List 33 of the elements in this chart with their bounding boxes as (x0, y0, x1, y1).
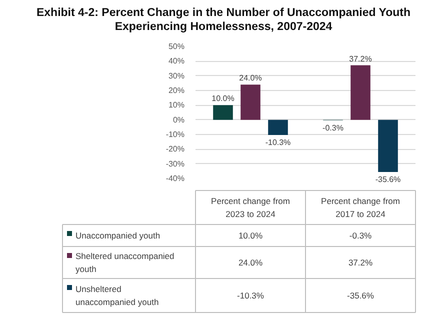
y-tick-label: 10% (168, 100, 185, 110)
legend-label: Unaccompanied youth (76, 230, 160, 240)
y-tick-label: 20% (168, 86, 185, 95)
y-tick-label: -20% (166, 144, 185, 154)
bar (378, 120, 398, 172)
y-tick-label: 0% (172, 115, 184, 124)
chart-title: Exhibit 4-2: Percent Change in the Number of Unaccompanied Youth Experiencing Homelessness, 2007-2024 (35, 6, 412, 35)
y-tick-label: 40% (168, 56, 185, 66)
legend-label: Sheltered unaccompanied youth (76, 251, 175, 274)
data-label: -35.6% (347, 290, 374, 300)
text: 10.0% (212, 94, 234, 104)
data-label: 24.0% (238, 258, 263, 268)
data-label: -10.3% (237, 290, 264, 300)
y-tick-label: 50% (168, 42, 185, 51)
text: -35.6% (375, 175, 401, 184)
bar (240, 84, 260, 120)
text: -10.3% (265, 138, 291, 147)
data-label: -0.3% (349, 230, 372, 240)
y-tick-label: 30% (168, 71, 185, 80)
y-tick-label: -10% (166, 130, 185, 139)
text: 37.2% (349, 54, 372, 64)
bar (268, 120, 288, 135)
y-tick-label: -40% (166, 174, 185, 183)
legend-label: Unsheltered unaccompanied youth (76, 284, 159, 307)
data-label: 37.2% (348, 258, 373, 268)
bar (350, 65, 370, 120)
text: -0.3% (322, 123, 344, 132)
bar (213, 105, 233, 120)
x-tick-label: Percent change from 2023 to 2024 (211, 196, 290, 219)
text: 24.0% (239, 74, 262, 83)
y-tick-label: -30% (166, 159, 185, 168)
data-label: 10.0% (238, 230, 263, 240)
x-tick-label: Percent change from 2017 to 2024 (321, 196, 400, 219)
